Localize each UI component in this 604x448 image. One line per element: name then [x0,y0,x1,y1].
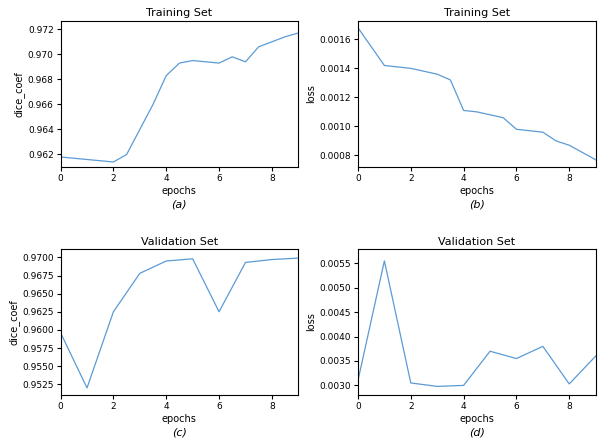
X-axis label: epochs: epochs [460,186,494,196]
Title: Validation Set: Validation Set [141,237,218,246]
Y-axis label: dice_coef: dice_coef [8,299,19,345]
Y-axis label: loss: loss [307,313,316,332]
Text: (a): (a) [172,199,187,209]
Y-axis label: loss: loss [307,84,316,103]
Title: Training Set: Training Set [444,9,510,18]
Text: (d): (d) [469,427,485,437]
X-axis label: epochs: epochs [162,186,197,196]
Y-axis label: dice_coef: dice_coef [14,71,25,116]
Text: (b): (b) [469,199,485,209]
X-axis label: epochs: epochs [162,414,197,424]
Title: Training Set: Training Set [146,9,213,18]
Text: (c): (c) [172,427,187,437]
Title: Validation Set: Validation Set [439,237,515,246]
X-axis label: epochs: epochs [460,414,494,424]
